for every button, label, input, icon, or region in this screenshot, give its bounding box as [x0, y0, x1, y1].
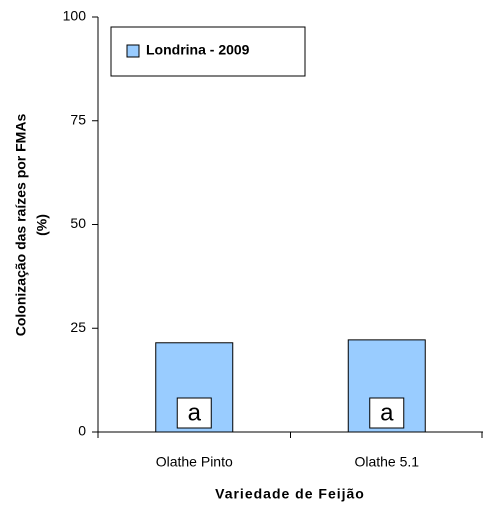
annotation: a [188, 399, 202, 426]
y-tick-label: 0 [78, 423, 86, 439]
annotation-box [176, 397, 212, 429]
legend-box [110, 26, 306, 77]
y-axis-label: Colonização das raízes por FMAs [13, 114, 29, 337]
y-axis-label: (%) [34, 214, 50, 236]
annotation: a [380, 399, 394, 426]
y-tick-label: 75 [70, 111, 86, 127]
legend-swatch [126, 44, 140, 58]
y-tick-label: 100 [63, 8, 87, 24]
x-axis-label: Variedade de Feijão [215, 486, 365, 502]
y-tick-label: 50 [70, 215, 86, 231]
annotation-box [369, 397, 405, 429]
y-tick-label: 25 [70, 319, 86, 335]
x-tick-label: Olathe 5.1 [354, 454, 419, 470]
legend-label: Londrina - 2009 [146, 42, 250, 58]
x-tick-label: Olathe Pinto [156, 454, 233, 470]
